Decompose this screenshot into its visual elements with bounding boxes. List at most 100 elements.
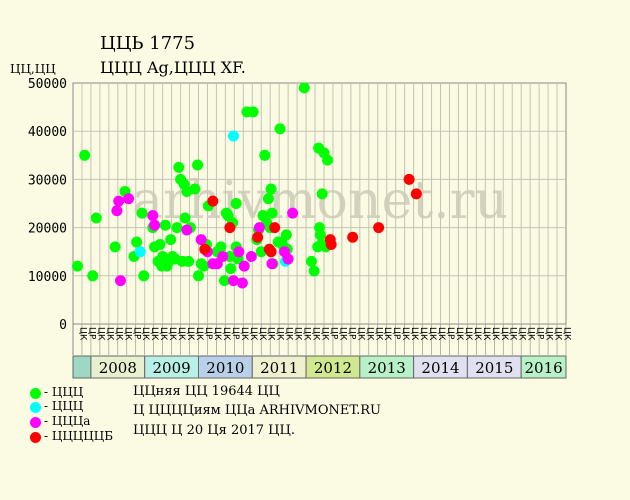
year-label: 2008 [99,359,137,377]
data-point [109,241,121,253]
x-tick-label: ЦК [212,327,222,341]
data-point [154,238,166,250]
x-tick-label: ЦК [149,327,159,341]
data-point [207,195,219,207]
data-point [266,258,278,270]
x-tick-label: ЦК [553,327,563,341]
x-tick-label: ЦК [508,327,518,341]
data-point [298,82,310,94]
data-point [218,275,230,287]
year-label: 2013 [368,359,406,377]
data-point [173,161,185,173]
data-point [262,193,274,205]
data-point [247,106,259,118]
x-tick-label: ЦК [490,327,500,341]
data-point [171,222,183,234]
x-tick-label: ЦР [391,327,401,340]
data-point [282,253,294,265]
data-point [192,270,204,282]
note-line-3: ЦЦЦ Ц 20 Ця 2017 ЦЦ. [133,423,295,438]
data-point [347,231,359,243]
x-tick-label: ЦР [346,327,356,340]
legend-marker-cyan [30,402,41,413]
x-tick-label: ЦК [544,327,554,341]
legend-label-green: - ЦЦЦ [44,385,84,399]
x-tick-label: ЦК [113,327,123,341]
y-tick-labels: 0 10000 20000 30000 40000 50000 [28,77,67,333]
x-tick-label: ЦК [122,327,132,341]
x-tick-label: ЦР [328,327,338,340]
data-point [305,255,317,267]
data-point [159,219,171,231]
data-point [181,224,193,236]
x-tick-label: ЦК [194,327,204,341]
x-tick-label: ЦК [427,327,437,341]
x-tick-label: ЦК [140,327,150,341]
data-point [138,270,150,282]
x-tick-label: ЦК [176,327,186,341]
data-point [165,234,177,246]
legend-label-red: - ЦЦЦЦЦБ [44,429,114,443]
x-tick-label: ЦК [104,327,114,341]
x-tick-label: ЦК [418,327,428,341]
data-point [287,207,299,219]
data-point [189,183,201,195]
year-band-lead [72,355,92,379]
data-point [147,210,159,222]
x-tick-label: ЦК [158,327,168,341]
data-point [266,207,278,219]
x-tick-label: ЦК [167,327,177,341]
data-point [308,265,320,277]
data-point [227,275,239,287]
data-point [111,205,123,217]
y-tick-label: 50000 [28,77,67,92]
data-point [215,241,227,253]
data-point [71,260,83,272]
x-tick-label: ЦР [445,327,455,340]
legend-marker-green [30,388,41,399]
year-label: 2015 [475,359,513,377]
x-tick-label: ЦК [311,327,321,341]
data-point [131,236,143,248]
data-point [373,222,385,234]
data-point [136,207,148,219]
data-point [280,229,292,241]
data-point [199,243,211,255]
data-point [316,188,328,200]
data-point [217,251,229,263]
x-tick-label: ЦК [320,327,330,341]
x-tick-label: ЦР [131,327,141,340]
data-point [265,246,277,258]
chart-subtitle: ЦЦЦ Ag,ЦЦЦ XF. [100,58,246,77]
data-point [183,255,195,267]
data-point [274,123,286,135]
x-tick-label: ЦК [77,327,87,341]
data-point [79,149,91,161]
y-tick-label: 30000 [28,173,67,188]
x-tick-label: ЦР [535,327,545,340]
x-tick-label: ЦК [463,327,473,341]
data-point [403,173,415,185]
x-tick-label: ЦК [526,327,536,341]
year-label: 2011 [260,359,298,377]
x-tick-label: ЦК [275,327,285,341]
y-tick-label: 0 [59,318,67,333]
data-point [322,154,334,166]
x-tick-label: ЦК [185,327,195,341]
y-tick-label: 10000 [28,270,67,285]
data-point [230,198,242,209]
year-label: 2014 [421,359,459,377]
data-points [71,82,422,289]
legend-label-magenta: - ЦЦЦа [44,414,91,428]
x-tick-label: ЦК [373,327,383,341]
data-point [149,219,161,231]
year-label: 2009 [153,359,191,377]
data-point [265,183,277,195]
x-tick-label: ЦК [382,327,392,341]
year-label: 2010 [206,359,244,377]
data-point [253,222,265,234]
data-point [134,246,146,258]
data-point [236,277,248,289]
year-label: 2012 [314,359,352,377]
